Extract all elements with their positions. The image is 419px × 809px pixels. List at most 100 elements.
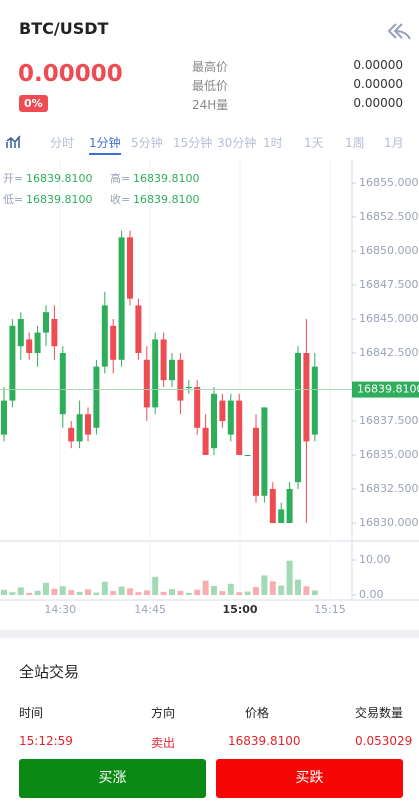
trade-cell: 0.053029 <box>355 734 413 748</box>
candle-body <box>127 237 133 299</box>
volume-bar <box>303 586 310 595</box>
buy-down-button[interactable]: 买跌 <box>216 759 403 798</box>
info-value: 16839.8100 <box>26 193 92 206</box>
stat-label: 最高价 <box>192 60 229 74</box>
candle-body <box>269 488 276 523</box>
candle-body <box>1 400 7 435</box>
column-header: 价格 <box>245 706 270 720</box>
volume-bar <box>253 586 259 595</box>
column-header: 交易数量 <box>355 706 404 720</box>
volume-bar <box>261 575 268 595</box>
candle-body <box>202 427 209 455</box>
y-tick-label: 16835.0000 <box>359 448 419 461</box>
candle-body <box>219 400 226 421</box>
trade-cell: 卖出 <box>151 736 176 750</box>
volume-bar <box>311 590 318 595</box>
stat-value: 0.00000 <box>353 77 403 91</box>
volume-bar <box>17 587 24 595</box>
candle-body <box>143 359 150 408</box>
volume-bar <box>110 591 117 595</box>
volume-bar <box>85 589 91 595</box>
candle-body <box>93 366 100 428</box>
y-tick-label: 16837.5000 <box>359 414 419 427</box>
volume-bar <box>101 581 108 595</box>
volume-bar <box>269 581 276 595</box>
trade-cell: 16839.8100 <box>228 734 301 748</box>
tab[interactable]: 1天 <box>304 136 324 150</box>
volume-bar <box>9 592 16 595</box>
v-tick-label: 0.00 <box>359 588 384 601</box>
tab[interactable]: 5分钟 <box>131 136 163 150</box>
info-value: 16839.8100 <box>133 172 199 185</box>
x-tick-label: 15:00 <box>223 603 258 616</box>
volume-bar <box>295 579 301 595</box>
volume-bar <box>244 591 251 595</box>
candle-body <box>76 414 83 442</box>
candle-body <box>253 427 259 496</box>
candle-body <box>185 386 192 388</box>
candle-body <box>286 488 293 523</box>
volume-bar <box>177 590 184 595</box>
tab[interactable]: 15分钟 <box>173 136 213 150</box>
current-price-box <box>352 381 419 398</box>
chart: 14:30 14:45 15:00 15:15 16855.0000 16852.5000… <box>0 160 419 616</box>
y-tick-label: 16850.0000 <box>359 244 419 257</box>
column-header: 时间 <box>19 706 44 720</box>
volume-bar <box>211 585 217 595</box>
candle-body <box>227 400 234 435</box>
title: BTC/USDT <box>19 19 109 38</box>
tab[interactable]: 30分钟 <box>217 136 257 150</box>
candle-body <box>51 318 58 347</box>
tab[interactable]: 分时 <box>50 136 75 150</box>
volume-bar <box>118 586 125 595</box>
info-label: 收= <box>110 192 130 206</box>
tab[interactable]: 1月 <box>384 136 404 150</box>
stat-value: 0.00000 <box>353 58 403 72</box>
volume-bar <box>219 591 226 595</box>
volume-bar <box>202 580 209 595</box>
tab[interactable]: 1时 <box>263 136 283 150</box>
separator <box>0 630 419 638</box>
candle-body <box>211 393 217 449</box>
candle-body <box>236 400 243 455</box>
candle-body <box>85 414 91 435</box>
buy-up-button[interactable]: 买涨 <box>19 759 206 798</box>
volume-bar <box>236 592 243 595</box>
volume-bar <box>278 585 285 595</box>
tab[interactable]: 1周 <box>345 136 365 150</box>
back-icon[interactable] <box>386 22 412 40</box>
x-tick-label: 14:45 <box>134 603 166 616</box>
trade-cell: 15:12:59 <box>19 734 73 748</box>
v-tick-label: 10.00 <box>359 553 391 566</box>
candle-body <box>177 359 184 401</box>
volume-bar <box>160 591 167 595</box>
candle-body <box>34 332 41 353</box>
candle-body <box>110 325 117 360</box>
stat-label: 最低价 <box>192 79 229 93</box>
y-tick-label: 16832.5000 <box>359 482 419 495</box>
y-tick-label: 16830.0000 <box>359 516 419 529</box>
info-label: 开= <box>3 172 23 185</box>
volume-bar <box>185 592 192 595</box>
info-value: 16839.8100 <box>26 172 92 185</box>
candle-body <box>295 352 301 483</box>
volume-bar <box>227 583 234 595</box>
y-tick-label: 16855.0000 <box>359 176 419 189</box>
x-tick-label: 14:30 <box>44 603 76 616</box>
tab[interactable]: 1分钟 <box>89 134 121 155</box>
current-price-label: 16839.8100 <box>357 383 419 396</box>
volume-bar <box>43 582 49 595</box>
y-tick-label: 16845.0000 <box>359 312 419 325</box>
candle-body <box>59 352 66 415</box>
chart-icon[interactable] <box>5 134 27 150</box>
candle-body <box>303 352 310 442</box>
candle-body <box>68 427 75 442</box>
y-tick-label: 16852.5000 <box>359 210 419 223</box>
volume-bar <box>59 586 66 595</box>
change-badge: 0% <box>19 95 48 112</box>
info-value: 16839.8100 <box>133 193 199 206</box>
volume-bar <box>286 560 293 595</box>
candle-body <box>244 454 251 456</box>
candle-body <box>160 339 167 381</box>
